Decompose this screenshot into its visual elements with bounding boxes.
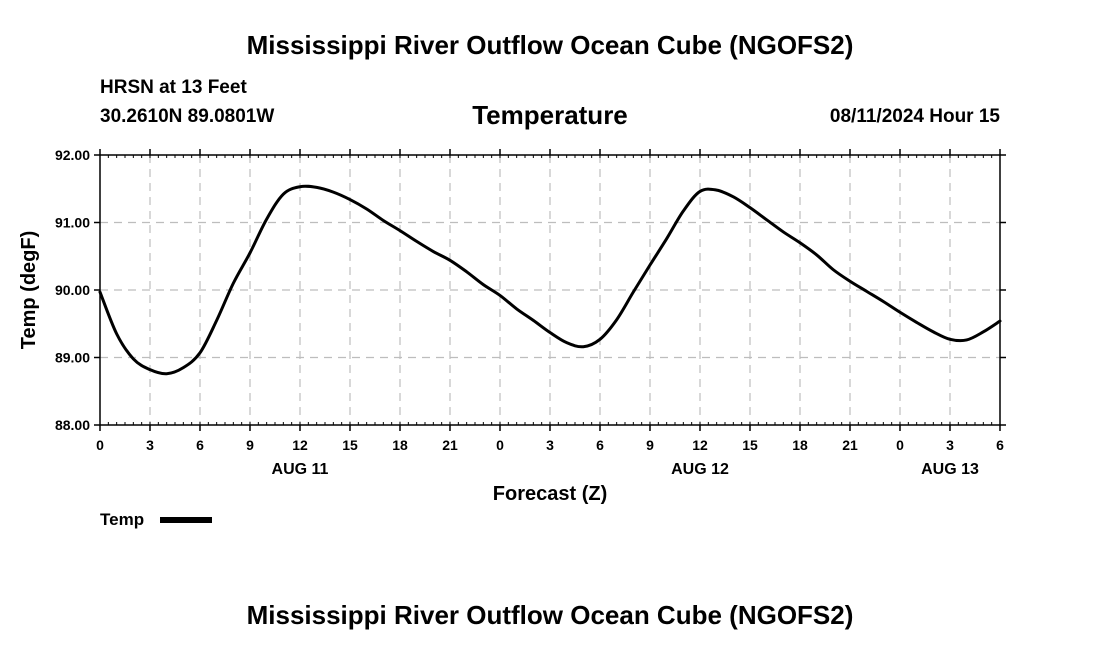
date-labels: AUG 11 AUG 12 AUG 13 <box>272 461 979 478</box>
station-coordinates: 30.2610N 89.0801W <box>100 106 275 127</box>
x-tick-label: 21 <box>842 437 858 453</box>
x-tick-label: 0 <box>496 437 504 453</box>
date-label: AUG 12 <box>671 461 729 478</box>
legend: Temp <box>100 510 212 529</box>
temp-series-line <box>98 184 1002 376</box>
x-axis-tick-labels: 0 3 6 9 12 15 18 21 0 3 6 9 12 15 18 21 0 3 6 <box>96 437 1004 453</box>
x-tick-label: 15 <box>742 437 758 453</box>
x-tick-label: 6 <box>196 437 204 453</box>
y-tick-label: 89.00 <box>55 350 90 366</box>
station-label: HRSN at 13 Feet <box>100 77 247 98</box>
x-tick-label: 18 <box>392 437 408 453</box>
y-tick-label: 91.00 <box>55 215 90 231</box>
y-axis-label: Temp (degF) <box>18 231 40 350</box>
date-label: AUG 13 <box>921 461 979 478</box>
forecast-datetime: 08/11/2024 Hour 15 <box>829 106 1000 127</box>
x-axis-label: Forecast (Z) <box>493 483 607 505</box>
x-tick-label: 3 <box>146 437 154 453</box>
legend-label: Temp <box>100 510 144 529</box>
chart-title: Temperature <box>472 100 628 130</box>
x-tick-label: 0 <box>896 437 904 453</box>
page-title: Mississippi River Outflow Ocean Cube (NG… <box>246 30 854 60</box>
x-tick-label: 3 <box>946 437 954 453</box>
x-tick-label: 6 <box>596 437 604 453</box>
footer-title: Mississippi River Outflow Ocean Cube (NG… <box>246 600 854 630</box>
x-tick-label: 21 <box>442 437 458 453</box>
x-tick-label: 9 <box>646 437 654 453</box>
y-axis-tick-labels: 88.00 89.00 90.00 91.00 92.00 <box>55 147 90 433</box>
date-label: AUG 11 <box>272 461 329 478</box>
x-tick-label: 12 <box>292 437 308 453</box>
x-tick-label: 3 <box>546 437 554 453</box>
y-tick-label: 90.00 <box>55 282 90 298</box>
y-tick-label: 92.00 <box>55 147 90 163</box>
y-tick-label: 88.00 <box>55 417 90 433</box>
x-tick-label: 6 <box>996 437 1004 453</box>
grid <box>100 155 1000 425</box>
x-tick-label: 15 <box>342 437 358 453</box>
x-tick-label: 0 <box>96 437 104 453</box>
axis-ticks <box>94 149 1006 431</box>
x-tick-label: 12 <box>692 437 708 453</box>
x-tick-label: 18 <box>792 437 808 453</box>
x-tick-label: 9 <box>246 437 254 453</box>
